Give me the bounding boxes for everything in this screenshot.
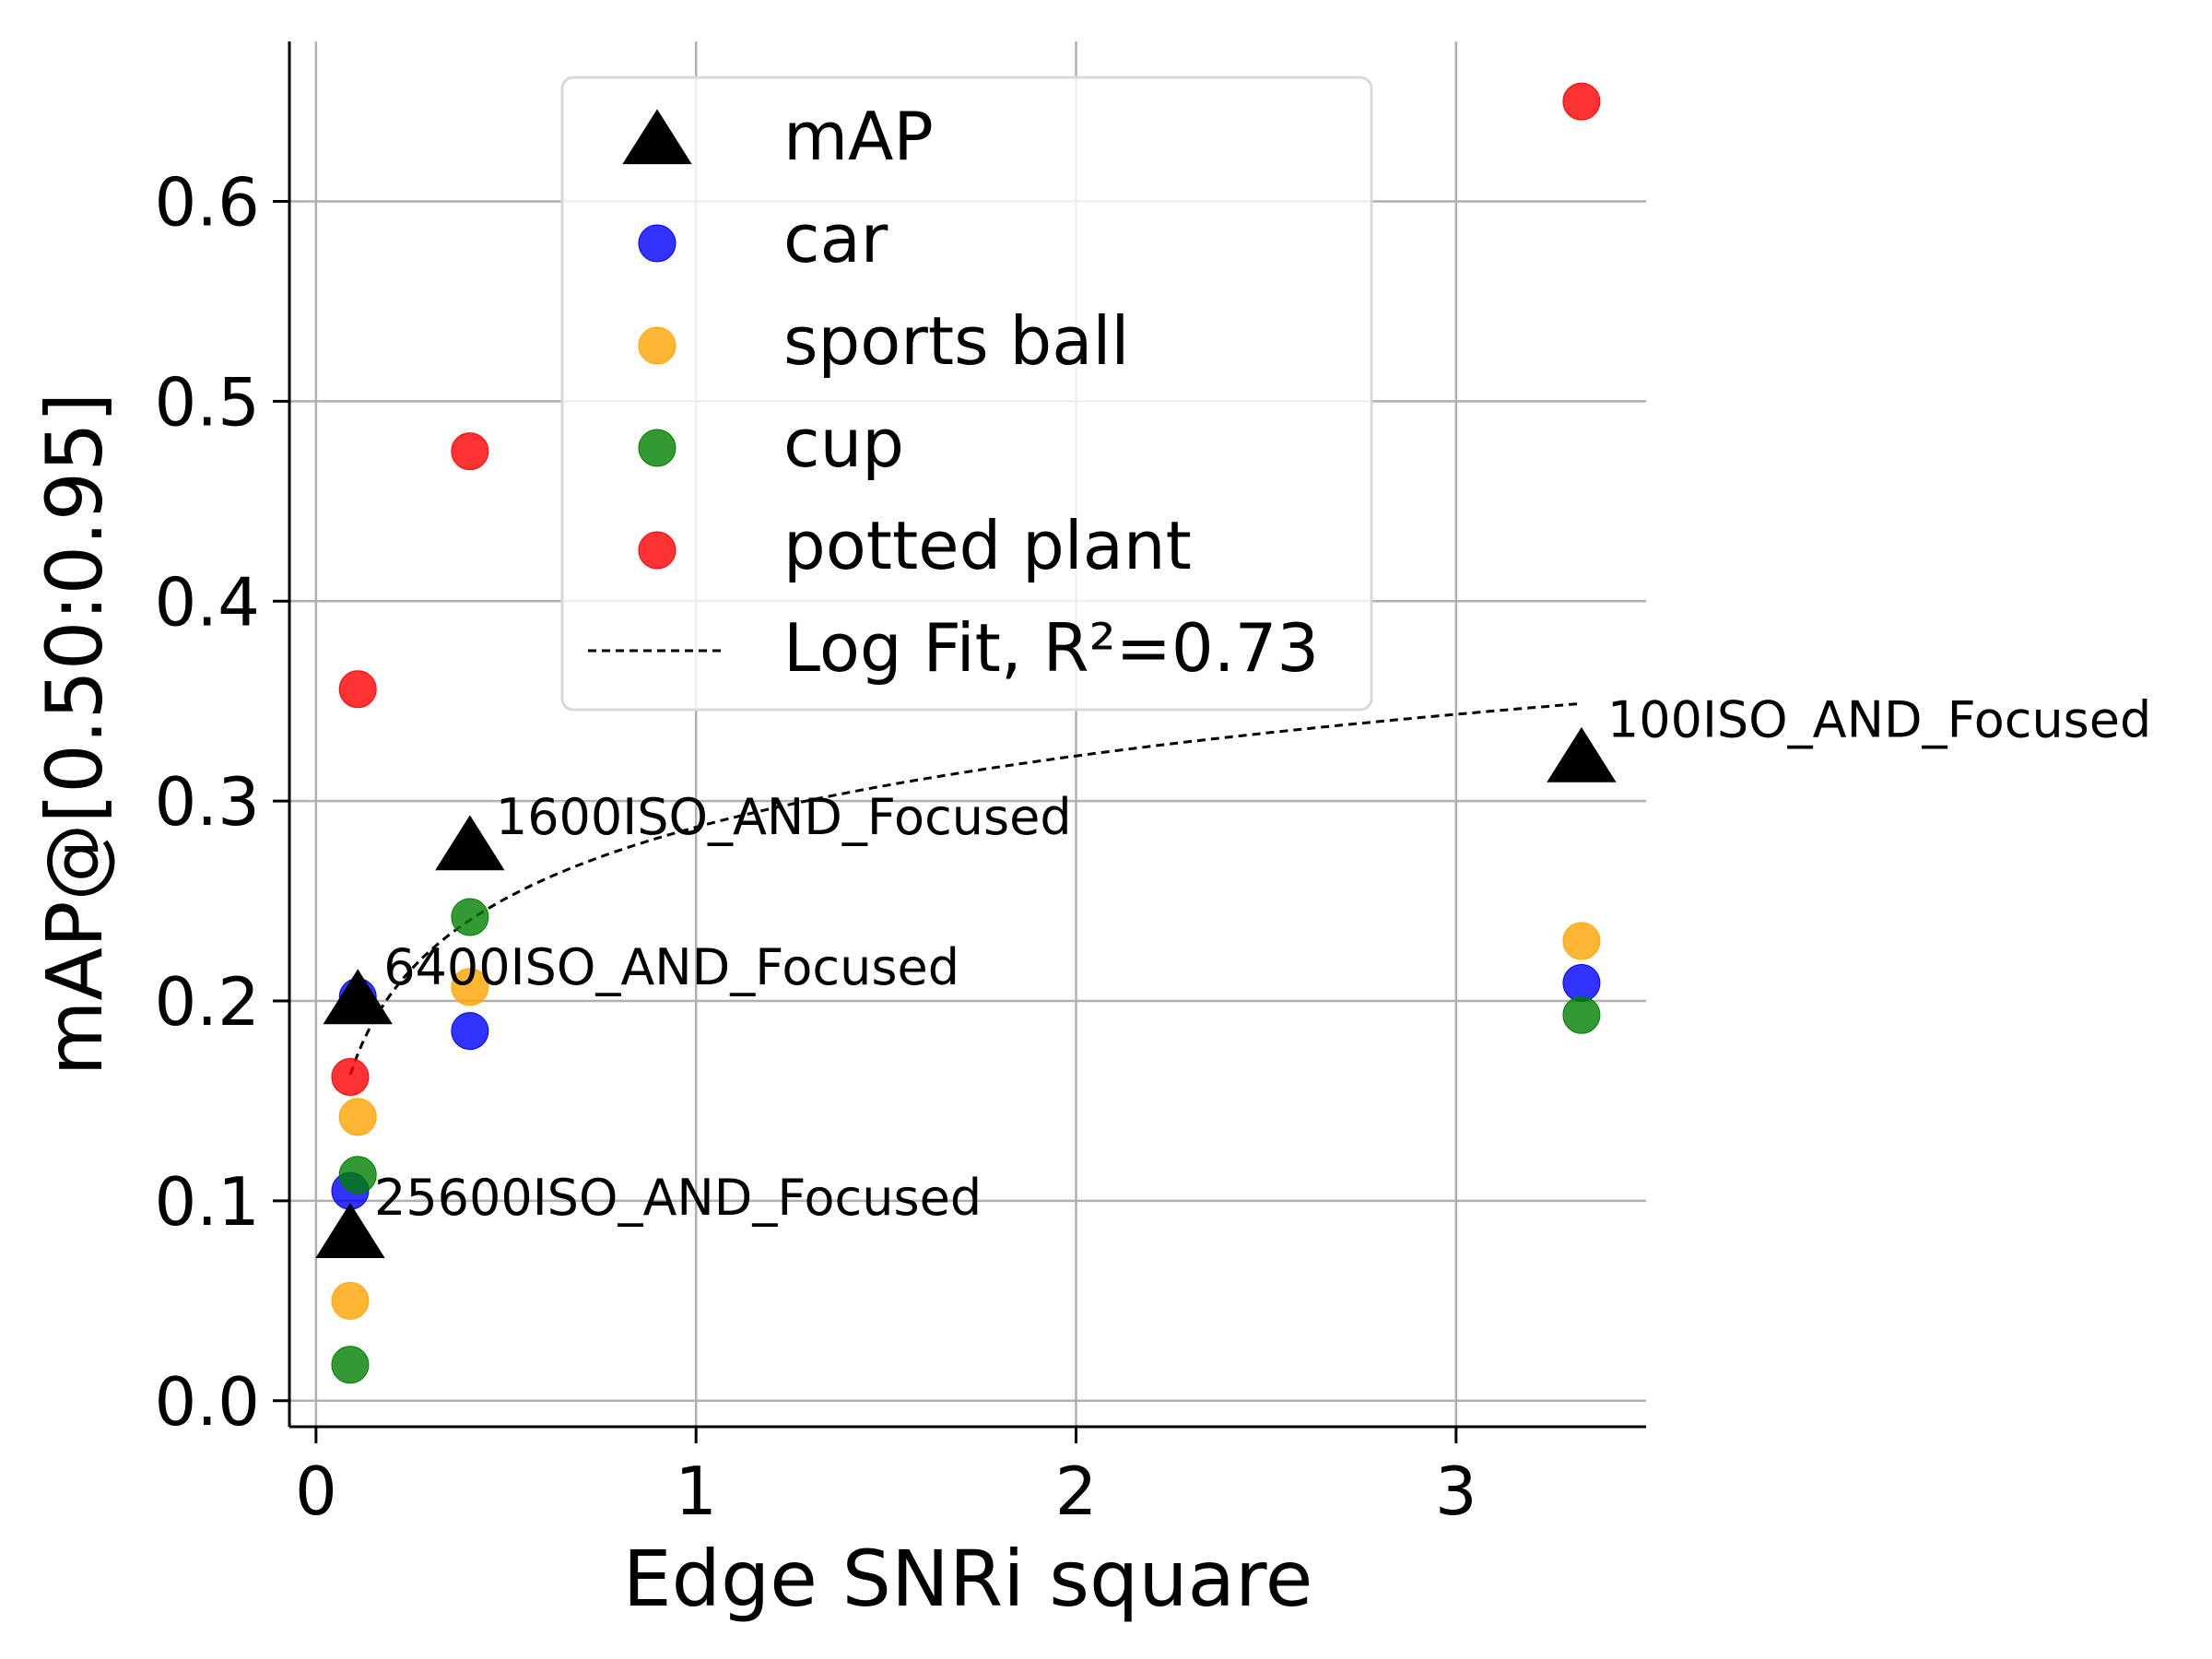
point-cup	[451, 898, 489, 936]
x-tick-label: 3	[1435, 1453, 1477, 1530]
legend-marker-sports-ball	[638, 326, 677, 365]
point-potted-plant	[338, 670, 377, 709]
point-map	[323, 969, 393, 1025]
point-map	[315, 1203, 385, 1258]
x-tick-label: 0	[295, 1453, 337, 1530]
legend-label-sports-ball: sports ball	[783, 302, 1129, 380]
y-tick-label: 0.5	[154, 363, 260, 441]
legend-marker-map	[622, 109, 692, 165]
axes	[288, 41, 1646, 1429]
legend-marker-potted-plant	[638, 531, 677, 570]
point-map	[435, 815, 505, 871]
data-marks	[315, 82, 1617, 1384]
legend-label-log-fit: Log Fit, R²=0.73	[783, 609, 1319, 687]
x-axis-title: Edge SNRi square	[623, 1534, 1313, 1624]
point-car	[1562, 964, 1601, 1003]
annotation-label: 25600ISO_AND_Focused	[374, 1169, 982, 1227]
point-sports-ball	[451, 968, 489, 1006]
x-tick-label: 1	[675, 1453, 717, 1530]
y-tick-label: 0.3	[154, 763, 260, 841]
y-tick-label: 0.4	[154, 563, 260, 641]
ticks: 0 1 2 3 0.0 0.1 0.2 0.3 0.4 0.5 0.6	[154, 164, 1477, 1530]
y-tick-label: 0.2	[154, 963, 260, 1041]
legend-marker-cup	[638, 429, 677, 467]
legend-label-car: car	[783, 200, 888, 277]
annotation-label: 1600ISO_AND_Focused	[496, 788, 1072, 846]
legend: mAP car sports ball cup potted plant Log Fit,…	[560, 76, 1373, 712]
y-tick-label: 0.1	[154, 1163, 260, 1241]
y-tick-label: 0.0	[154, 1363, 260, 1441]
log-fit-line	[348, 701, 1583, 1076]
point-cup	[1562, 995, 1601, 1034]
legend-marker-car	[638, 224, 677, 263]
legend-label-cup: cup	[783, 405, 904, 482]
fit-line-group	[348, 701, 1583, 1076]
y-tick-label: 0.6	[154, 164, 260, 241]
point-potted-plant	[331, 1057, 370, 1096]
point-potted-plant	[1562, 82, 1601, 121]
legend-label-potted-plant: potted plant	[783, 507, 1192, 584]
point-cup	[338, 1156, 377, 1194]
point-sports-ball	[1562, 922, 1601, 960]
annotation-label: 6400ISO_AND_Focused	[383, 938, 959, 996]
annotations: 25600ISO_AND_Focused 6400ISO_AND_Focused 1…	[374, 691, 2151, 1227]
point-potted-plant	[451, 432, 489, 471]
legend-box	[560, 76, 1373, 712]
point-map	[1547, 726, 1617, 782]
legend-label-map: mAP	[783, 98, 934, 175]
point-sports-ball	[331, 1281, 370, 1320]
point-cup	[331, 1346, 370, 1384]
annotation-label: 100ISO_AND_Focused	[1607, 691, 2151, 749]
point-sports-ball	[338, 1098, 377, 1136]
point-car	[451, 1012, 489, 1051]
y-axis-title: mAP@[0.50:0.95]	[29, 393, 120, 1077]
x-tick-label: 2	[1055, 1453, 1098, 1530]
